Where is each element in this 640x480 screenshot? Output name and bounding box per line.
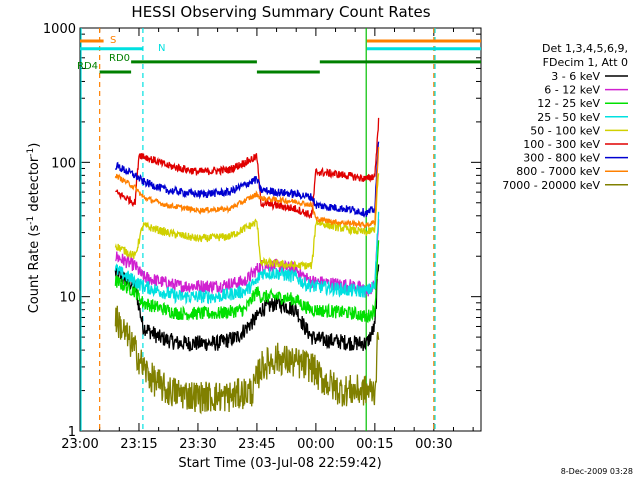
x-tick-label: 23:15 — [120, 437, 157, 452]
x-tick-label: 00:15 — [356, 437, 393, 452]
y-axis-label-exponent: -1 — [26, 216, 36, 225]
legend-label: 800 - 7000 keV — [516, 165, 600, 178]
x-tick-label: 23:30 — [179, 437, 216, 452]
flag-bar-label: S — [110, 35, 116, 46]
flag-bar-label: N — [158, 43, 165, 54]
y-axis-label-mid: detector — [27, 156, 42, 216]
flag-bars: S N RD0 RD4 — [77, 35, 481, 74]
y-tick-label: 100 — [51, 156, 76, 171]
series-line — [115, 219, 380, 298]
legend-label: 6 - 12 keV — [544, 84, 600, 97]
series-line — [114, 240, 380, 324]
data-series — [114, 117, 380, 415]
legend-label: 300 - 800 keV — [523, 152, 600, 165]
series-line — [115, 117, 380, 220]
x-tick-label: 23:45 — [238, 437, 275, 452]
series-line — [114, 146, 380, 230]
y-axis-label-end: ) — [27, 143, 42, 148]
series-line — [114, 141, 380, 218]
plot-frame — [79, 27, 482, 432]
footer-timestamp: 8-Dec-2009 03:28 — [561, 467, 633, 476]
y-tick-label: 1 — [68, 425, 76, 440]
y-axis-label-main: Count Rate (s — [27, 225, 42, 314]
axes: 23:00 23:15 23:30 23:45 00:00 00:15 00:30 1 10 10… — [43, 22, 481, 452]
y-tick-label: 10 — [59, 291, 76, 306]
legend-header-line-1: Det 1,3,4,5,6,9, — [542, 42, 628, 55]
x-axis-label: Start Time (03-Jul-08 22:59:42) — [178, 456, 381, 471]
legend-label: 50 - 100 keV — [530, 124, 600, 137]
x-tick-label: 23:00 — [61, 437, 98, 452]
flag-bar-label: RD4 — [77, 61, 98, 72]
legend: Det 1,3,4,5,6,9, FDecim 1, Att 0 3 - 6 k… — [502, 42, 628, 192]
y-axis-label: Count Rate (s-1 detector-1) — [26, 143, 42, 314]
x-tick-label: 00:00 — [297, 437, 334, 452]
legend-label: 12 - 25 keV — [537, 97, 600, 110]
x-tick-label: 00:30 — [415, 437, 452, 452]
series-line — [114, 305, 380, 415]
series-line — [114, 264, 380, 352]
chart-title: HESSI Observing Summary Count Rates — [131, 3, 430, 21]
legend-label: 25 - 50 keV — [537, 111, 600, 124]
y-tick-label: 1000 — [43, 22, 76, 37]
plot-area — [79, 27, 482, 432]
legend-label: 3 - 6 keV — [551, 70, 600, 83]
flag-bar-label: RD0 — [109, 53, 130, 64]
y-axis-label-exponent-2: -1 — [26, 148, 36, 157]
legend-header-line-2: FDecim 1, Att 0 — [543, 56, 628, 69]
series-line — [114, 211, 380, 306]
legend-label: 7000 - 20000 keV — [502, 179, 600, 192]
legend-label: 100 - 300 keV — [523, 138, 600, 151]
